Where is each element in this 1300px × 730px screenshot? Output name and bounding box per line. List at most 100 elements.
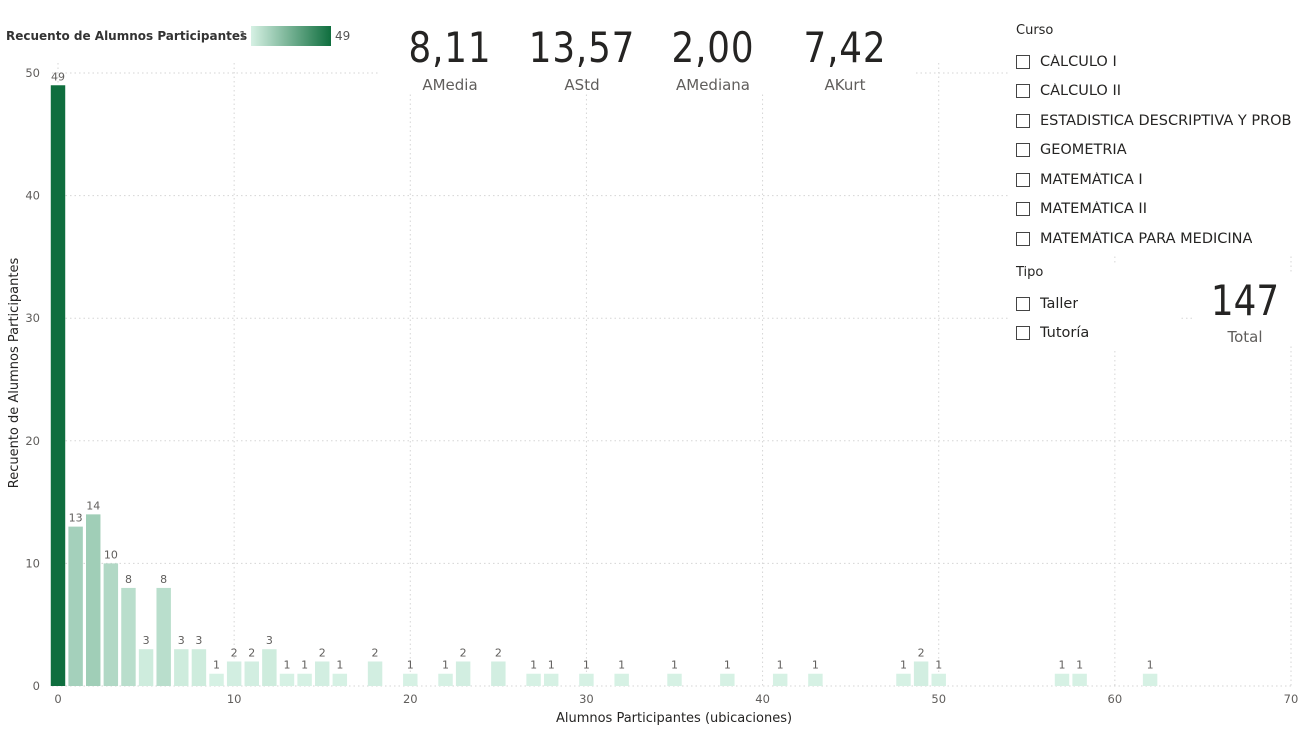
kpi-value: 13,57 <box>528 23 636 72</box>
x-axis-title: Alumnos Participantes (ubicaciones) <box>556 711 792 726</box>
bar[interactable] <box>720 673 735 686</box>
slicer-item-calculo-ii[interactable]: CÁLCULO II <box>1010 77 1300 107</box>
kpi-label: AMediana <box>675 76 750 94</box>
bar[interactable] <box>438 673 453 686</box>
bar[interactable] <box>808 673 823 686</box>
data-label: 1 <box>671 659 678 672</box>
bar[interactable] <box>50 85 66 686</box>
bar[interactable] <box>526 673 541 686</box>
bar[interactable] <box>614 673 629 686</box>
slicer-item-matematica-i[interactable]: MATEMÁTICA I <box>1010 165 1300 195</box>
y-axis-title: Recuento de Alumnos Participantes <box>7 258 22 489</box>
slicer-item-label: CÁLCULO II <box>1040 83 1121 100</box>
bar[interactable] <box>403 673 418 686</box>
bar[interactable] <box>297 673 312 686</box>
bar[interactable] <box>491 661 506 686</box>
bars <box>50 85 1158 686</box>
bar[interactable] <box>279 673 295 686</box>
data-label: 13 <box>69 512 83 525</box>
bar[interactable] <box>1142 673 1158 686</box>
bar[interactable] <box>68 526 83 686</box>
bar[interactable] <box>121 587 136 686</box>
x-tick-label: 10 <box>227 692 242 706</box>
kpi-value: 2,00 <box>671 23 755 72</box>
y-tick-label: 50 <box>25 66 40 80</box>
data-label: 2 <box>231 646 238 659</box>
color-legend-max: 49 <box>335 29 351 43</box>
checkbox-icon[interactable] <box>1016 296 1030 311</box>
bar[interactable] <box>896 673 911 686</box>
checkbox-icon[interactable] <box>1016 231 1030 246</box>
slicer-item-matematica-ii[interactable]: MATEMÁTICA II <box>1010 195 1300 225</box>
data-label: 1 <box>1147 659 1154 672</box>
data-label: 1 <box>900 659 907 672</box>
bar[interactable] <box>156 587 171 686</box>
data-label: 1 <box>301 659 308 672</box>
bar[interactable] <box>1072 673 1087 686</box>
checkbox-icon[interactable] <box>1016 54 1030 69</box>
bar[interactable] <box>579 673 594 686</box>
data-label: 1 <box>777 659 784 672</box>
slicer-item-label: Tutoría <box>1040 325 1090 342</box>
slicer-item-label: ESTADISTICA DESCRIPTIVA Y PROB <box>1040 112 1292 129</box>
data-label: 49 <box>51 70 65 83</box>
kpi-card-amediana: 2,00 AMediana <box>643 22 783 94</box>
slicer-item-geometria[interactable]: GEOMETRIA <box>1010 136 1300 166</box>
bar[interactable] <box>543 673 559 686</box>
checkbox-icon[interactable] <box>1016 84 1030 99</box>
checkbox-icon[interactable] <box>1016 202 1030 217</box>
bar[interactable] <box>191 649 207 686</box>
slicer-item-matematica-medicina[interactable]: MATEMÁTICA PARA MEDICINA <box>1010 224 1300 254</box>
checkbox-icon[interactable] <box>1016 172 1030 187</box>
bar[interactable] <box>86 514 101 686</box>
bar[interactable] <box>667 673 682 686</box>
bar[interactable] <box>244 661 259 686</box>
slicer-item-calculo-i[interactable]: CÁLCULO I <box>1010 47 1300 77</box>
x-tick-label: 20 <box>403 692 418 706</box>
x-tick-label: 70 <box>1284 692 1299 706</box>
checkbox-icon[interactable] <box>1016 326 1030 341</box>
data-label: 1 <box>724 659 731 672</box>
data-label: 8 <box>160 573 167 586</box>
bar[interactable] <box>262 649 277 686</box>
bar[interactable] <box>913 661 929 686</box>
kpi-value: 8,11 <box>408 23 492 72</box>
bar[interactable] <box>103 563 119 686</box>
x-tick-label: 50 <box>931 692 946 706</box>
data-label: 2 <box>460 646 467 659</box>
checkbox-icon[interactable] <box>1016 113 1030 128</box>
color-legend-title: Recuento de Alumnos Participantes <box>6 29 248 43</box>
slicer-item-estadistica[interactable]: ESTADISTICA DESCRIPTIVA Y PROB <box>1010 106 1300 136</box>
checkbox-icon[interactable] <box>1016 143 1030 158</box>
x-tick-label: 0 <box>54 692 61 706</box>
bar[interactable] <box>226 661 242 686</box>
bar[interactable] <box>455 661 471 686</box>
bar[interactable] <box>209 673 224 686</box>
y-tick-label: 40 <box>25 189 40 203</box>
data-label: 1 <box>548 659 555 672</box>
kpi-card-amedia: 8,11 AMedia <box>380 22 520 94</box>
bar[interactable] <box>772 673 788 686</box>
bar[interactable] <box>367 661 383 686</box>
kpi-card-astd: 13,57 AStd <box>512 22 652 94</box>
bar[interactable] <box>1054 673 1070 686</box>
bar[interactable] <box>314 661 330 686</box>
data-label: 1 <box>1059 659 1066 672</box>
kpi-label: AKurt <box>824 76 866 94</box>
bar[interactable] <box>332 673 348 686</box>
data-label: 1 <box>442 659 449 672</box>
bar[interactable] <box>931 673 946 686</box>
bar[interactable] <box>138 649 154 686</box>
slicer-tipo: Tipo Taller Tutoría <box>1010 265 1180 348</box>
slicer-item-tutoria[interactable]: Tutoría <box>1010 319 1180 349</box>
data-label: 14 <box>86 499 100 512</box>
data-label: 2 <box>918 646 925 659</box>
bar[interactable] <box>174 649 189 686</box>
slicer-item-label: GEOMETRIA <box>1040 142 1127 159</box>
x-tick-label: 40 <box>755 692 770 706</box>
axes: 0 10 20 30 40 50 0 10 20 30 40 50 60 70 <box>25 66 1298 706</box>
x-tick-label: 30 <box>579 692 594 706</box>
data-label: 8 <box>125 573 132 586</box>
slicer-item-taller[interactable]: Taller <box>1010 289 1180 319</box>
